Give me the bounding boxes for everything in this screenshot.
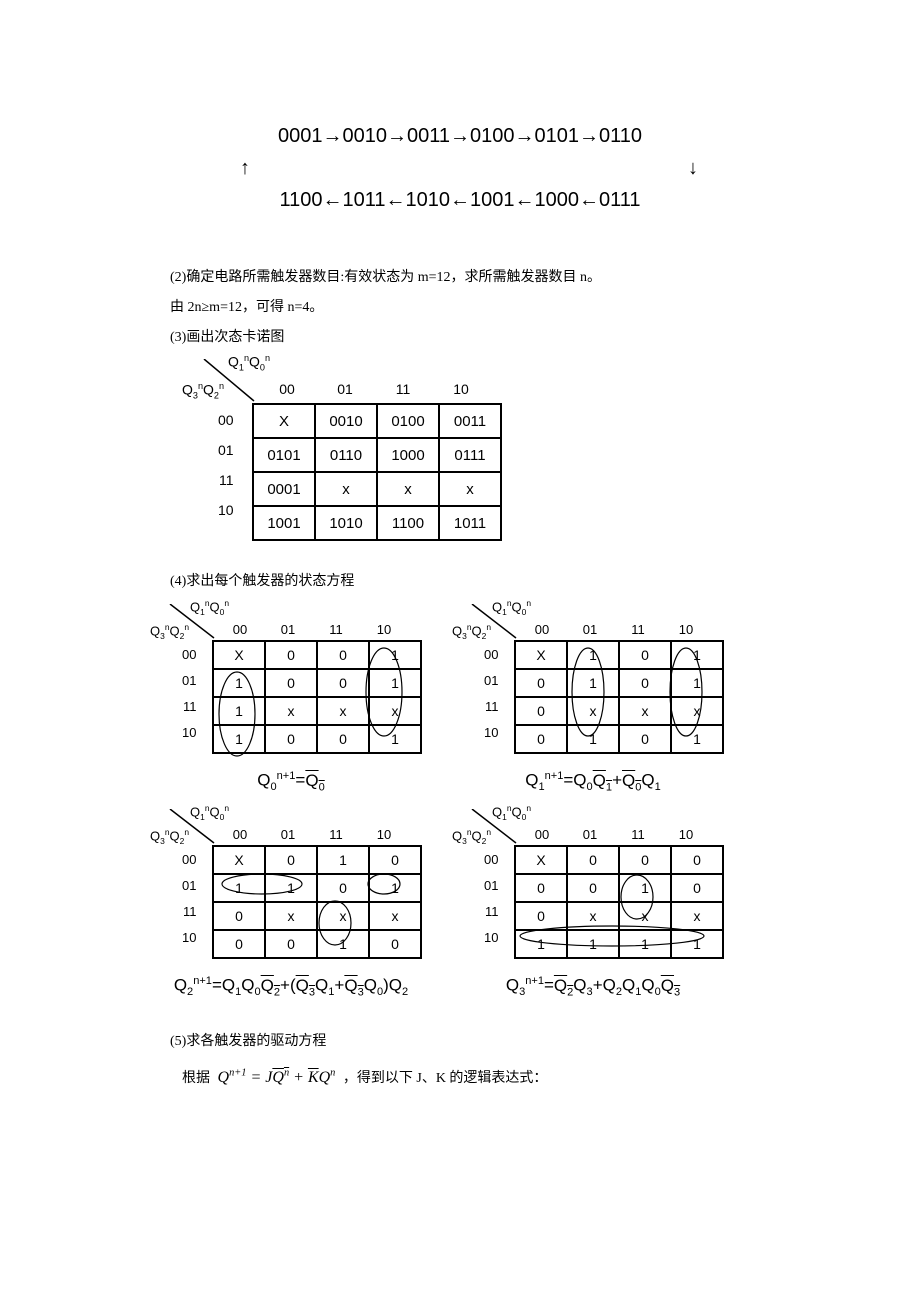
kmap-grid: X00000100xxx1111 xyxy=(514,845,724,959)
kmap-col-var: Q1nQ0n xyxy=(492,598,531,617)
kmap-row-headers: 00011110 xyxy=(484,847,506,951)
kmap-row-headers: 00011110 xyxy=(218,405,242,525)
state-row-top: 0001→0010→0011→0100→0101→0110 xyxy=(210,120,710,152)
step-5-text: (5)求各触发器的驱动方程 xyxy=(170,1030,750,1054)
kmap-grid: X10101010xxx0101 xyxy=(514,640,724,754)
eq-q1: Q1n+1=Q0Q1+Q0Q1 xyxy=(525,770,661,793)
p5b-prefix: 根据 xyxy=(182,1071,210,1086)
kmap-col-headers: 00011110 xyxy=(258,381,490,397)
kmap-row-headers: 00011110 xyxy=(484,642,506,746)
kmap-row-var: Q3nQ2n xyxy=(182,381,224,400)
kmap-col-var: Q1nQ0n xyxy=(190,598,229,617)
kmap-row-var: Q3nQ2n xyxy=(452,827,491,846)
kmap-q0-block: Q1nQ0n Q3nQ2n 00011110 00011110 X0011001… xyxy=(160,604,422,799)
eq-q3: Q3n+1=Q2Q3+Q2Q1Q0Q3 xyxy=(506,975,680,998)
state-transition-diagram: 0001→0010→0011→0100→0101→0110 ↑ ↓ 1100←1… xyxy=(210,120,710,216)
kmap-next-state: Q1nQ0n Q3nQ2n 00011110 00011110 X0010010… xyxy=(190,359,502,541)
kmap-col-var: Q1nQ0n xyxy=(492,803,531,822)
eq-q0: Q0n+1=Q0 xyxy=(257,770,324,793)
up-arrow-icon: ↑ xyxy=(240,152,250,184)
kmap-col-headers: 00011110 xyxy=(216,827,408,842)
kmap-grid: X00100100001101010110100001110001xxx1001… xyxy=(252,403,502,541)
kmap-col-var: Q1nQ0n xyxy=(228,353,270,372)
state-row-bottom: 1100←1011←1010←1001←1000←0111 xyxy=(210,184,710,216)
kmap-q3-block: Q1nQ0n Q3nQ2n 00011110 00011110 X0000010… xyxy=(462,809,724,1004)
step-4-text: (4)求出每个触发器的状态方程 xyxy=(170,570,750,594)
kmap-col-headers: 00011110 xyxy=(518,622,710,637)
kmap-grid: X01011010xxx0010 xyxy=(212,845,422,959)
eq-q2: Q2n+1=Q1Q0Q2+(Q3Q1+Q3Q0)Q2 xyxy=(174,975,408,998)
step-2-text: (2)确定电路所需触发器数目:有效状态为 m=12，求所需触发器数目 n。 xyxy=(170,266,750,290)
p5b-suffix: ，得到以下 J、K 的逻辑表达式： xyxy=(343,1071,548,1086)
kmap-row-headers: 00011110 xyxy=(182,642,204,746)
kmap-grid: X00110011xxx1001 xyxy=(212,640,422,754)
kmap-q0: Q1nQ0n Q3nQ2n 00011110 00011110 X0011001… xyxy=(160,604,422,754)
state-vertical-arrows: ↑ ↓ xyxy=(210,152,710,184)
kmap-row-var: Q3nQ2n xyxy=(452,622,491,641)
kmap-col-headers: 00011110 xyxy=(518,827,710,842)
step-3-text: (3)画出次态卡诺图 xyxy=(170,326,750,350)
kmap-row-headers: 00011110 xyxy=(182,847,204,951)
kmap-col-headers: 00011110 xyxy=(216,622,408,637)
jk-equation: Qn+1 = JQn + KQn xyxy=(218,1069,336,1086)
kmap-row-var: Q3nQ2n xyxy=(150,622,189,641)
kmap-q1: Q1nQ0n Q3nQ2n 00011110 00011110 X1010101… xyxy=(462,604,724,754)
kmap-q2-block: Q1nQ0n Q3nQ2n 00011110 00011110 X0101101… xyxy=(160,809,422,1004)
kmap-row-var: Q3nQ2n xyxy=(150,827,189,846)
kmap-q2: Q1nQ0n Q3nQ2n 00011110 00011110 X0101101… xyxy=(160,809,422,959)
step-2b-text: 由 2n≥m=12，可得 n=4。 xyxy=(170,296,750,320)
kmap-col-var: Q1nQ0n xyxy=(190,803,229,822)
kmap-row-1: Q1nQ0n Q3nQ2n 00011110 00011110 X0011001… xyxy=(160,604,750,799)
kmap-q1-block: Q1nQ0n Q3nQ2n 00011110 00011110 X1010101… xyxy=(462,604,724,799)
kmap-q3: Q1nQ0n Q3nQ2n 00011110 00011110 X0000010… xyxy=(462,809,724,959)
down-arrow-icon: ↓ xyxy=(688,152,698,184)
step-5b-text: 根据 Qn+1 = JQn + KQn ，得到以下 J、K 的逻辑表达式： xyxy=(182,1064,750,1091)
kmap-row-2: Q1nQ0n Q3nQ2n 00011110 00011110 X0101101… xyxy=(160,809,750,1004)
